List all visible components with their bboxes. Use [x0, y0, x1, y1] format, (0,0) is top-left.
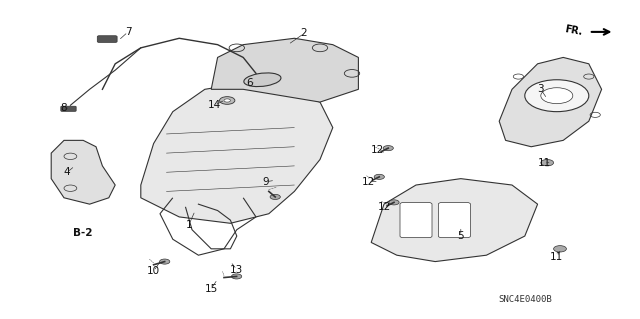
Circle shape [220, 97, 235, 104]
Circle shape [554, 246, 566, 252]
Text: 5: 5 [458, 231, 464, 241]
FancyBboxPatch shape [438, 203, 470, 238]
Text: 2: 2 [301, 28, 307, 39]
Text: 12: 12 [371, 145, 384, 155]
Circle shape [224, 99, 230, 102]
FancyBboxPatch shape [97, 36, 117, 42]
PathPatch shape [141, 83, 333, 223]
Circle shape [541, 160, 554, 166]
Text: B-2: B-2 [74, 228, 93, 238]
FancyBboxPatch shape [61, 106, 76, 111]
Text: 12: 12 [362, 177, 374, 187]
Text: FR.: FR. [564, 24, 584, 37]
PathPatch shape [211, 38, 358, 102]
Text: 7: 7 [125, 27, 131, 37]
FancyBboxPatch shape [400, 203, 432, 238]
Ellipse shape [244, 73, 281, 86]
Text: 14: 14 [208, 100, 221, 110]
Text: 12: 12 [378, 202, 390, 212]
Text: 6: 6 [246, 78, 253, 88]
Text: 15: 15 [205, 284, 218, 294]
Circle shape [232, 274, 242, 279]
Text: 4: 4 [64, 167, 70, 177]
Text: 8: 8 [61, 103, 67, 114]
Text: 1: 1 [186, 220, 192, 230]
Circle shape [525, 80, 589, 112]
Circle shape [383, 145, 394, 151]
Circle shape [389, 200, 399, 205]
Text: 13: 13 [230, 264, 243, 275]
PathPatch shape [51, 140, 115, 204]
Text: SNC4E0400B: SNC4E0400B [498, 295, 552, 304]
Circle shape [159, 259, 170, 264]
Text: 10: 10 [147, 266, 160, 276]
PathPatch shape [499, 57, 602, 147]
PathPatch shape [371, 179, 538, 262]
Text: 3: 3 [538, 84, 544, 94]
Text: 9: 9 [262, 177, 269, 187]
Circle shape [541, 88, 573, 104]
Circle shape [270, 194, 280, 199]
Text: 11: 11 [538, 158, 550, 168]
Text: 11: 11 [550, 252, 563, 262]
Circle shape [374, 174, 385, 179]
